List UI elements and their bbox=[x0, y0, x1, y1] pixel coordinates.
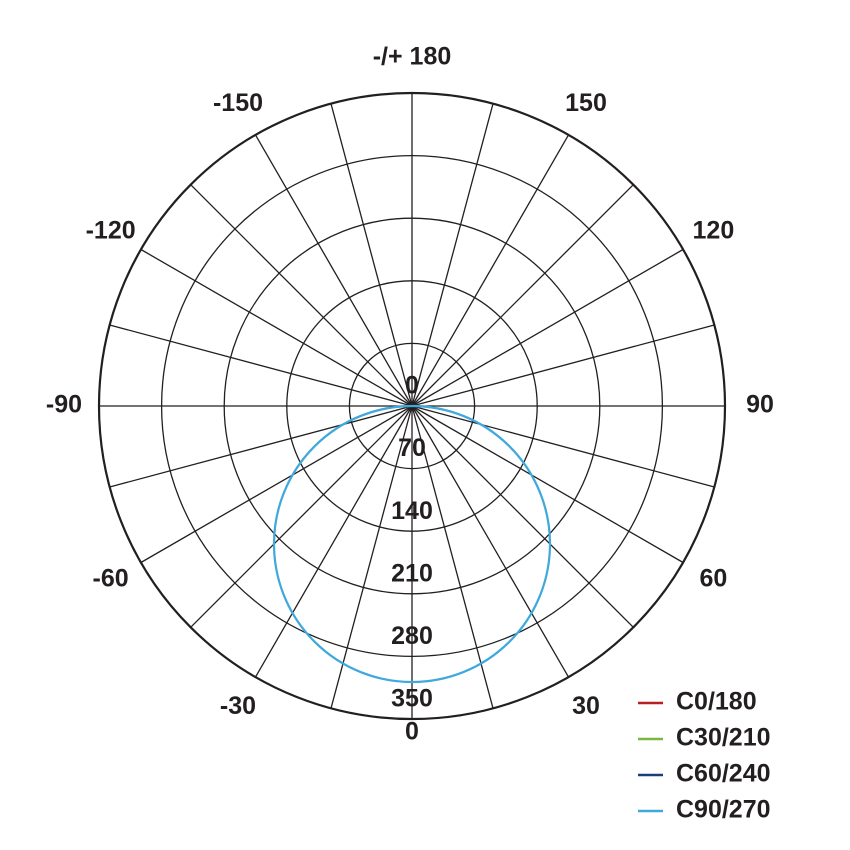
svg-text:90: 90 bbox=[746, 391, 774, 419]
svg-text:280: 280 bbox=[391, 622, 433, 650]
svg-text:-/+ 180: -/+ 180 bbox=[373, 43, 452, 71]
svg-text:120: 120 bbox=[693, 217, 735, 245]
svg-text:0: 0 bbox=[405, 372, 419, 400]
svg-text:-90: -90 bbox=[46, 391, 82, 419]
svg-text:0: 0 bbox=[405, 718, 419, 746]
svg-text:-120: -120 bbox=[86, 217, 136, 245]
svg-text:-30: -30 bbox=[220, 692, 256, 720]
svg-text:-60: -60 bbox=[93, 565, 129, 593]
svg-text:350: 350 bbox=[391, 685, 433, 713]
svg-text:150: 150 bbox=[565, 89, 607, 117]
svg-text:210: 210 bbox=[391, 559, 433, 587]
svg-text:C30/210: C30/210 bbox=[676, 724, 771, 752]
svg-text:140: 140 bbox=[391, 497, 433, 525]
svg-text:70: 70 bbox=[398, 434, 426, 462]
svg-text:C60/240: C60/240 bbox=[676, 760, 771, 788]
svg-text:C0/180: C0/180 bbox=[676, 688, 757, 716]
svg-text:-150: -150 bbox=[213, 89, 263, 117]
svg-text:C90/270: C90/270 bbox=[676, 796, 771, 824]
svg-text:60: 60 bbox=[699, 565, 727, 593]
svg-text:30: 30 bbox=[572, 692, 600, 720]
